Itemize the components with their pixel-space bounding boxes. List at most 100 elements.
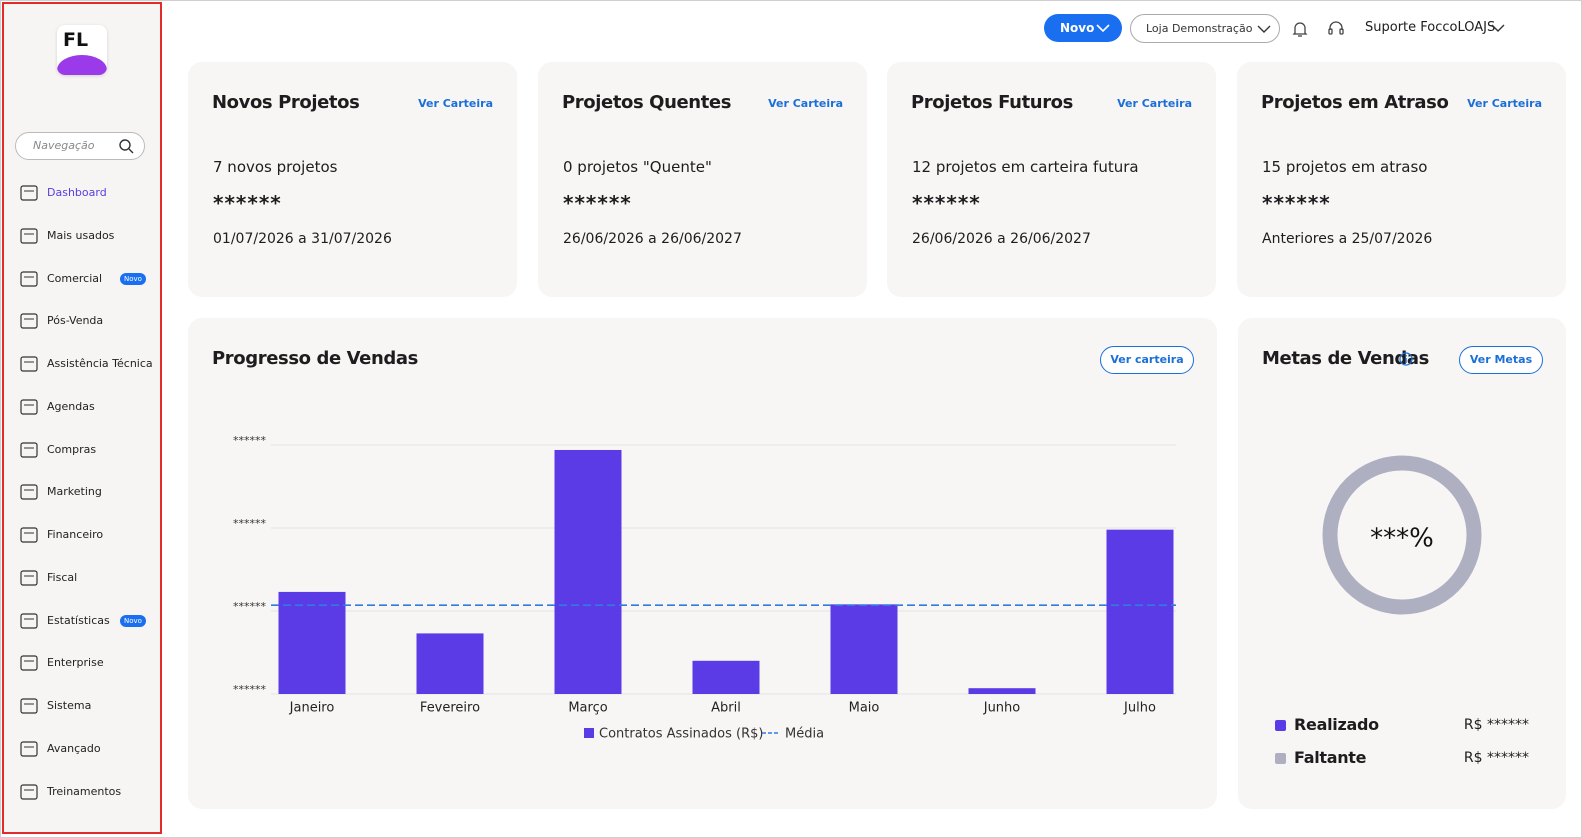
nav-item[interactable]: Financeiro xyxy=(4,520,160,550)
bar-chart: ****** ****** ****** ****** Janeiro Fevereiro… xyxy=(233,434,1176,742)
nav-label: Dashboard xyxy=(47,186,107,199)
donut-ring xyxy=(1322,455,1482,615)
nav-item[interactable]: Enterprise xyxy=(4,648,160,678)
y-tick-label: ****** xyxy=(233,517,267,530)
nav-item[interactable]: Compras xyxy=(4,435,160,465)
nav-item[interactable]: Estatísticas Novo xyxy=(4,606,160,636)
info-icon[interactable] xyxy=(1399,352,1413,366)
icon-shape xyxy=(20,741,38,757)
icon-shape xyxy=(20,484,38,500)
legend-name: Faltante xyxy=(1294,748,1367,767)
nav-item[interactable]: Avançado xyxy=(4,734,160,764)
nav-icon xyxy=(20,228,38,244)
legend-amount: R$ ****** xyxy=(1463,717,1529,733)
nav-icon xyxy=(20,185,38,201)
sales-progress-card: Progresso de Vendas Ver carteira ****** *… xyxy=(188,318,1217,809)
user-name[interactable]: Suporte FoccoLOAJS xyxy=(1365,20,1496,35)
nav-item[interactable]: Treinamentos xyxy=(4,777,160,807)
nav-label: Assistência Técnica xyxy=(47,357,153,370)
bar[interactable] xyxy=(554,449,622,694)
nav-icon xyxy=(20,612,38,629)
nav-label: Marketing xyxy=(47,485,102,499)
legend-label: Média xyxy=(785,727,824,742)
nav-item[interactable]: Fiscal xyxy=(4,563,160,593)
bar[interactable] xyxy=(416,633,484,694)
search-icon xyxy=(119,139,134,154)
nav-label: Compras xyxy=(47,442,97,456)
card-title: Projetos Quentes xyxy=(562,92,732,113)
search-box[interactable]: Navegação xyxy=(15,132,145,160)
summary-card: Projetos em Atraso Ver Carteira 15 projeto… xyxy=(1237,62,1566,297)
card-period: 01/07/2026 a 31/07/2026 xyxy=(213,231,392,247)
view-goals-button[interactable]: Ver Metas xyxy=(1459,346,1543,374)
legend-swatch xyxy=(1275,720,1286,731)
goals-card: Metas de Vendas Ver Metas ***% Realizado… xyxy=(1238,318,1566,809)
chevron[interactable] xyxy=(1491,22,1505,34)
card-link[interactable]: Ver Carteira xyxy=(418,97,493,110)
card-title: Projetos em Atraso xyxy=(1261,92,1449,113)
nav-label: Mais usados xyxy=(47,228,115,242)
bar[interactable] xyxy=(1106,529,1174,694)
legend-swatch xyxy=(1275,753,1286,764)
card-masked-value: ****** xyxy=(563,191,632,215)
nav-item[interactable]: Mais usados xyxy=(4,221,160,251)
icon-shape xyxy=(20,228,38,244)
nav-badge: Novo xyxy=(120,272,146,285)
card-count: 0 projetos "Quente" xyxy=(563,158,712,176)
nav-label: Estatísticas xyxy=(47,613,110,627)
icon-shape xyxy=(20,783,38,800)
nav-label: Fiscal xyxy=(47,570,78,584)
nav-icon xyxy=(20,270,38,287)
nav-item[interactable]: Dashboard xyxy=(4,178,160,208)
icon-shape xyxy=(20,527,38,543)
logo[interactable]: FL xyxy=(57,25,107,75)
nav-item[interactable]: Sistema xyxy=(4,691,160,721)
card-link[interactable]: Ver Carteira xyxy=(1117,97,1192,110)
nav-label: Avançado xyxy=(47,741,101,755)
icon-shape xyxy=(20,270,38,287)
card-period: Anteriores a 25/07/2026 xyxy=(1262,231,1433,247)
view-portfolio-button[interactable]: Ver carteira xyxy=(1100,346,1194,374)
bar[interactable] xyxy=(830,604,898,694)
icon-shape xyxy=(20,313,38,329)
icon-shape xyxy=(20,612,38,629)
goals-donut: ***% xyxy=(1322,455,1482,615)
card-period: 26/06/2026 a 26/06/2027 xyxy=(912,231,1091,247)
nav-item[interactable]: Pós-Venda xyxy=(4,306,160,336)
legend-swatch xyxy=(584,728,594,738)
x-tick-label: Julho xyxy=(1123,701,1156,716)
legend-amount: R$ ****** xyxy=(1463,750,1529,766)
summary-card: Projetos Quentes Ver Carteira 0 projetos "… xyxy=(538,62,867,297)
bar[interactable] xyxy=(278,591,346,694)
bar[interactable] xyxy=(692,660,760,694)
y-tick-label: ****** xyxy=(233,600,267,613)
support-icon[interactable] xyxy=(1327,20,1345,38)
nav-label: Agendas xyxy=(47,399,95,413)
new-button[interactable]: Novo xyxy=(1044,14,1122,42)
nav-icon xyxy=(20,527,38,543)
new-button-label: Novo xyxy=(1060,21,1095,35)
nav-item[interactable]: Agendas xyxy=(4,392,160,422)
nav-label: Enterprise xyxy=(47,656,104,670)
card-link[interactable]: Ver Carteira xyxy=(1467,97,1542,110)
card-link[interactable]: Ver Carteira xyxy=(768,97,843,110)
nav-icon xyxy=(20,698,38,714)
x-tick-label: Março xyxy=(568,701,607,716)
bar[interactable] xyxy=(968,688,1036,694)
summary-card: Novos Projetos Ver Carteira 7 novos projet… xyxy=(188,62,517,297)
nav-badge: Novo xyxy=(120,614,146,627)
nav-item[interactable]: Assistência Técnica xyxy=(4,349,160,379)
store-select[interactable]: Loja Demonstração xyxy=(1130,14,1280,43)
icon-shape xyxy=(20,570,38,586)
x-tick-label: Janeiro xyxy=(289,701,335,716)
icon-shape xyxy=(20,698,38,714)
nav-item[interactable]: Marketing xyxy=(4,477,160,507)
summary-card: Projetos Futuros Ver Carteira 12 projetos … xyxy=(887,62,1216,297)
nav-item[interactable]: Comercial Novo xyxy=(4,264,160,294)
goals-title: Metas de Vendas xyxy=(1262,348,1429,369)
x-tick-label: Maio xyxy=(849,701,880,716)
nav-icon xyxy=(20,313,38,329)
nav-icon xyxy=(20,441,38,458)
bell-icon[interactable] xyxy=(1292,20,1308,38)
icon-shape xyxy=(20,441,38,458)
